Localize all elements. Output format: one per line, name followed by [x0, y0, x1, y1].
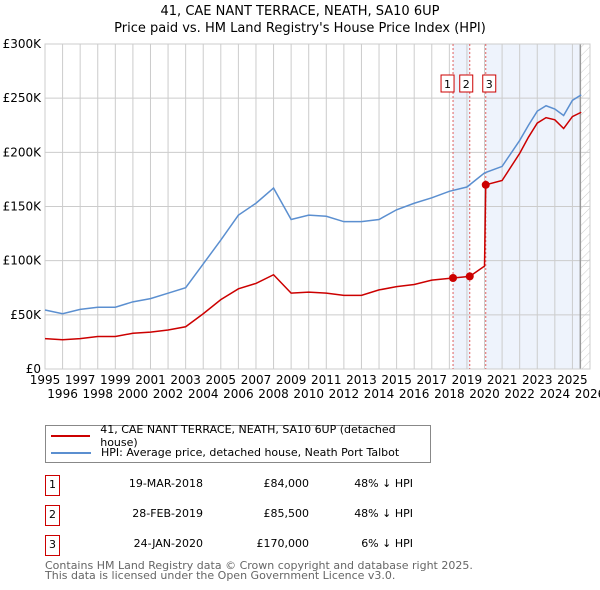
- legend-swatch-property: [51, 434, 91, 437]
- table-row: 2 28-FEB-2019 £85,500 48% ↓ HPI: [45, 505, 445, 526]
- sale-point: [449, 274, 458, 282]
- sale-number-box: [482, 74, 497, 93]
- price-chart: 1995199619971998199920002001200220032004…: [3, 37, 600, 401]
- x-tick-label: 2019: [452, 373, 483, 387]
- y-tick-label: £150K: [3, 200, 43, 214]
- x-tick-label: 2007: [241, 373, 272, 387]
- x-tick-label: 2022: [504, 387, 535, 401]
- x-tick-label: 2008: [258, 387, 289, 401]
- x-tick-label: 2014: [364, 387, 395, 401]
- sale-price: £84,000: [263, 477, 310, 490]
- x-tick-label: 2010: [293, 387, 324, 401]
- x-tick-label: 2016: [399, 387, 430, 401]
- plot-frame: [44, 43, 591, 370]
- sale-date: 24-JAN-2020: [133, 537, 203, 550]
- y-tick-label: £0: [26, 362, 41, 376]
- x-tick-label: 2024: [540, 387, 571, 401]
- legend: 41, CAE NANT TERRACE, NEATH, SA10 6UP (d…: [45, 423, 431, 463]
- x-tick-label: 2023: [522, 373, 553, 387]
- sale-date: 28-FEB-2019: [132, 507, 203, 520]
- y-tick-label: £250K: [3, 91, 43, 105]
- legend-swatch-hpi: [51, 451, 91, 454]
- x-tick-label: 2017: [417, 373, 448, 387]
- x-tick-label: 2005: [206, 373, 237, 387]
- x-tick-label: 1997: [65, 373, 96, 387]
- x-tick-label: 2002: [153, 387, 184, 401]
- x-tick-label: 1996: [47, 387, 78, 401]
- sale-number: 2: [45, 505, 60, 526]
- y-tick-label: £50K: [10, 308, 42, 322]
- x-tick-label: 2021: [487, 373, 518, 387]
- property-series-line: [44, 111, 582, 341]
- x-tick-label: 2009: [276, 373, 307, 387]
- chart-title: 41, CAE NANT TERRACE, NEATH, SA10 6UP: [160, 4, 440, 19]
- x-tick-label: 1999: [100, 373, 131, 387]
- x-tick-label: 1995: [30, 373, 61, 387]
- x-tick-label: 2001: [135, 373, 166, 387]
- x-tick-label: 2026: [575, 387, 600, 401]
- sale-price: £170,000: [256, 537, 310, 550]
- sale-price: £85,500: [263, 507, 310, 520]
- legend-label-property: 41, CAE NANT TERRACE, NEATH, SA10 6UP (d…: [100, 422, 396, 449]
- y-tick-label: £300K: [3, 37, 43, 51]
- legend-label-hpi: HPI: Average price, detached house, Neat…: [101, 446, 400, 459]
- footer-licence: This data is licensed under the Open Gov…: [45, 569, 396, 582]
- x-tick-label: 2020: [469, 387, 500, 401]
- x-tick-label: 2006: [223, 387, 254, 401]
- y-tick-label: £100K: [3, 254, 43, 268]
- sale-date: 19-MAR-2018: [128, 477, 203, 490]
- legend-item-hpi: HPI: Average price, detached house, Neat…: [46, 444, 399, 461]
- legend-item-property: 41, CAE NANT TERRACE, NEATH, SA10 6UP (d…: [46, 423, 430, 449]
- x-tick-label: 2012: [329, 387, 360, 401]
- table-row: 1 19-MAR-2018 £84,000 48% ↓ HPI: [45, 475, 445, 496]
- sale-number-label: 1: [444, 78, 451, 91]
- x-tick-label: 2025: [557, 373, 588, 387]
- sale-number-box: [440, 74, 455, 93]
- x-tick-label: 2000: [118, 387, 149, 401]
- sale-number-label: 3: [486, 78, 493, 91]
- sale-number-label: 2: [463, 78, 470, 91]
- sale-hpi-diff: 48% ↓ HPI: [354, 477, 413, 490]
- sale-hpi-diff: 6% ↓ HPI: [361, 537, 413, 550]
- chart-subtitle: Price paid vs. HM Land Registry's House …: [114, 21, 486, 36]
- footer-copyright: Contains HM Land Registry data © Crown c…: [45, 559, 473, 572]
- x-tick-label: 2004: [188, 387, 219, 401]
- sale-point: [481, 180, 490, 189]
- sale-point: [465, 272, 474, 281]
- sale-number: 3: [45, 535, 60, 556]
- table-row: 3 24-JAN-2020 £170,000 6% ↓ HPI: [45, 535, 445, 556]
- x-tick-label: 2015: [381, 373, 412, 387]
- x-tick-label: 2018: [434, 387, 465, 401]
- y-tick-label: £200K: [3, 145, 43, 159]
- x-tick-label: 2013: [346, 373, 377, 387]
- x-tick-label: 2003: [170, 373, 201, 387]
- sale-number: 1: [45, 475, 60, 496]
- sale-number-box: [459, 74, 474, 93]
- hpi-series-line: [44, 94, 582, 315]
- sale-hpi-diff: 48% ↓ HPI: [354, 507, 413, 520]
- x-tick-label: 1998: [82, 387, 113, 401]
- x-tick-label: 2011: [311, 373, 342, 387]
